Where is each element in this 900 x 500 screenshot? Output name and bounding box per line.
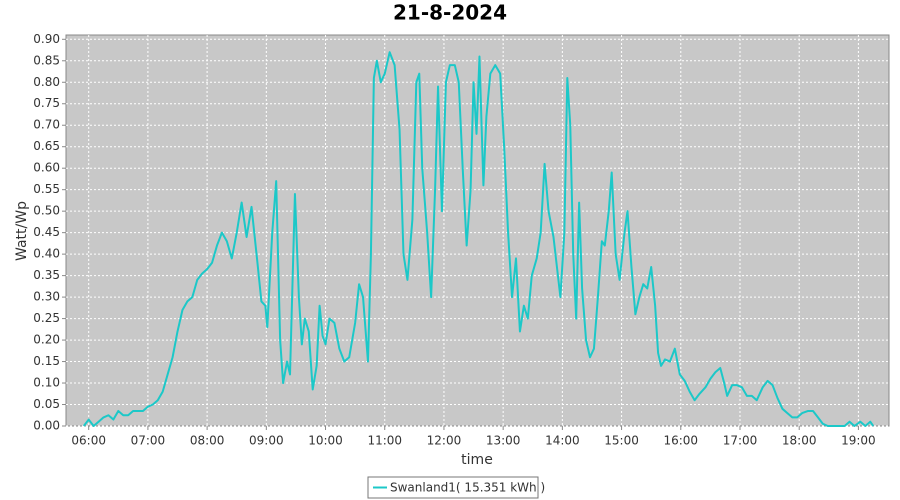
x-tick-label: 09:00 — [249, 434, 284, 448]
y-tick-label: 0.90 — [33, 32, 60, 46]
y-tick-label: 0.70 — [33, 118, 60, 132]
y-tick-label: 0.55 — [33, 182, 60, 196]
x-tick-label: 16:00 — [663, 434, 698, 448]
y-tick-label: 0.40 — [33, 247, 60, 261]
y-tick-label: 0.65 — [33, 139, 60, 153]
y-tick-label: 0.25 — [33, 311, 60, 325]
y-tick-label: 0.45 — [33, 225, 60, 239]
y-tick-label: 0.35 — [33, 268, 60, 282]
y-tick-label: 0.85 — [33, 53, 60, 67]
y-tick-label: 0.75 — [33, 96, 60, 110]
x-tick-label: 15:00 — [604, 434, 639, 448]
data-line — [82, 51, 875, 427]
y-tick-label: 0.80 — [33, 75, 60, 89]
legend-label: Swanland1( 15.351 kWh ) — [390, 481, 545, 495]
x-tick-label: 11:00 — [367, 434, 402, 448]
x-tick-label: 18:00 — [782, 434, 817, 448]
x-tick-label: 10:00 — [308, 434, 343, 448]
x-tick-label: 08:00 — [190, 434, 225, 448]
y-tick-label: 0.60 — [33, 161, 60, 175]
y-tick-label: 0.00 — [33, 419, 60, 433]
y-tick-label: 0.05 — [33, 397, 60, 411]
x-tick-label: 06:00 — [71, 434, 106, 448]
legend-box — [367, 476, 539, 499]
y-tick-label: 0.50 — [33, 204, 60, 218]
x-tick-label: 12:00 — [427, 434, 462, 448]
x-tick-label: 13:00 — [486, 434, 521, 448]
x-tick-label: 14:00 — [545, 434, 580, 448]
y-tick-label: 0.10 — [33, 376, 60, 390]
x-tick-label: 19:00 — [841, 434, 876, 448]
x-axis-label: time — [461, 452, 493, 468]
y-tick-label: 0.20 — [33, 333, 60, 347]
x-tick-label: 07:00 — [131, 434, 166, 448]
y-tick-label: 0.15 — [33, 354, 60, 368]
y-tick-label: 0.30 — [33, 290, 60, 304]
chart-title: 21-8-2024 — [393, 1, 507, 25]
x-tick-label: 17:00 — [723, 434, 758, 448]
y-axis-label: Watt/Wp — [14, 201, 30, 261]
legend: Swanland1( 15.351 kWh ) — [367, 476, 545, 499]
